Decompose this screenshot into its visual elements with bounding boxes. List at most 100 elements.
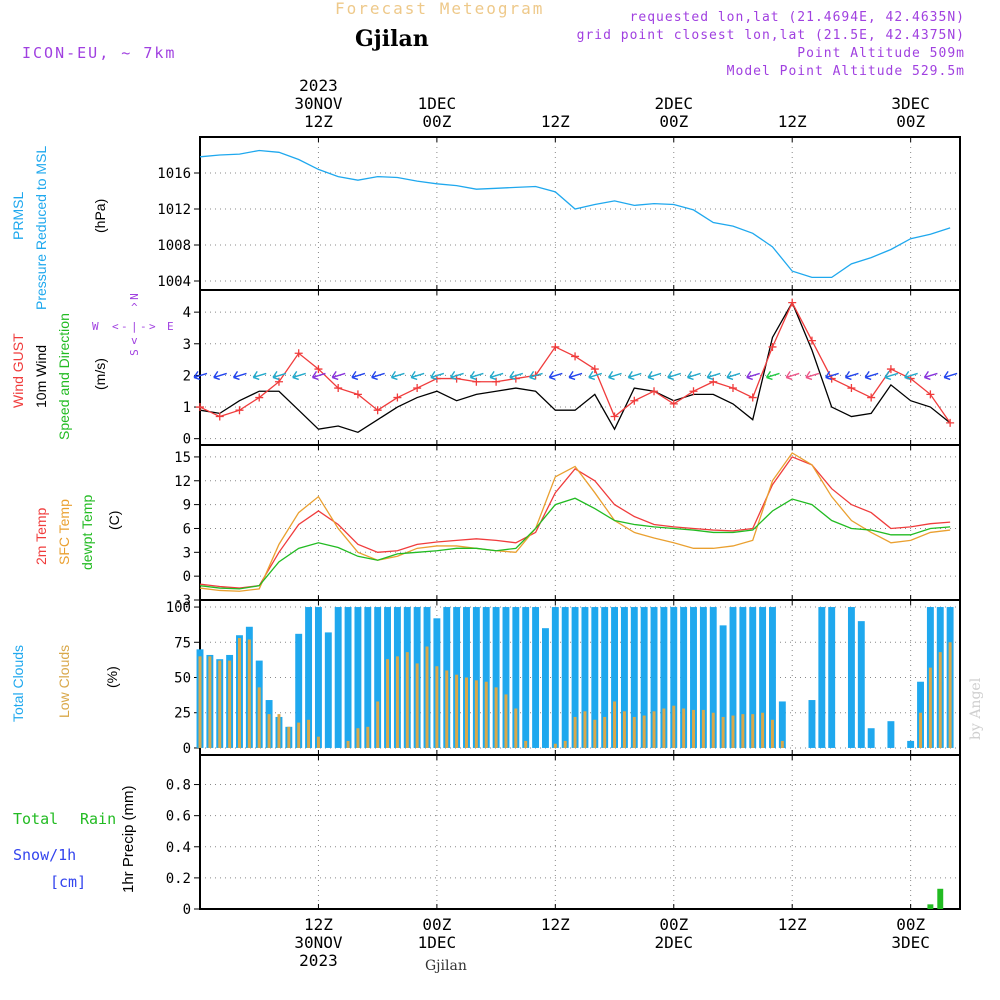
wind-direction-arrow <box>450 371 464 381</box>
wind-ytick-label: 1 <box>183 400 191 416</box>
total-cloud-bar <box>364 607 372 748</box>
wind-direction-arrow <box>252 371 267 381</box>
clouds-ytick-label: 75 <box>174 635 191 651</box>
wind-ytick-label: 3 <box>183 337 191 353</box>
wind-compass: W < - | - > E N ^ v S <box>90 290 180 360</box>
low-cloud-bar <box>682 708 686 748</box>
temperature-line-sfc-temp <box>199 452 951 592</box>
wind-direction-arrow <box>331 371 346 381</box>
clouds-total-label: Total Clouds <box>10 644 26 722</box>
low-cloud-bar <box>731 715 735 748</box>
compass-west: W <box>92 320 99 333</box>
top-time-label: 12Z <box>304 112 333 131</box>
wind-direction-arrow <box>884 371 899 381</box>
precip-ytick-label: 0.6 <box>166 809 191 825</box>
low-cloud-bar <box>435 666 439 748</box>
wind-10m-label: 10m Wind <box>33 344 49 408</box>
wind-ytick-label: 0 <box>183 432 191 448</box>
wind-gust-marker <box>413 384 422 393</box>
bottom-time-label: 1DEC <box>418 933 457 952</box>
temp-2m-label: 2m Temp <box>33 507 49 565</box>
low-cloud-bar <box>652 711 656 748</box>
wind-gust-marker <box>867 393 876 402</box>
low-cloud-bar <box>928 667 932 748</box>
low-cloud-bar <box>701 709 705 748</box>
total-cloud-bar <box>502 607 510 748</box>
low-cloud-bar <box>484 681 488 748</box>
low-cloud-bar <box>770 719 774 748</box>
low-cloud-bar <box>632 716 636 748</box>
wind-direction-arrow <box>825 371 839 381</box>
wind-direction-arrow <box>272 371 287 381</box>
low-cloud-bar <box>395 656 399 748</box>
model-altitude: Model Point Altitude 529.5m <box>726 64 965 79</box>
wind-gust-marker <box>551 342 560 351</box>
low-cloud-bar <box>218 660 222 748</box>
footer-location: Gjilan <box>425 958 467 974</box>
point-altitude: Point Altitude 509m <box>797 46 965 61</box>
pressure-unit: (hPa) <box>92 198 108 233</box>
precip-bar <box>937 888 944 909</box>
wind-direction-arrow <box>706 371 721 381</box>
low-cloud-bar <box>573 716 577 748</box>
compass-up-arrow: ^ <box>131 301 138 314</box>
wind-direction-arrow <box>607 371 622 381</box>
low-cloud-bar <box>208 656 212 748</box>
wind-direction-arrow <box>469 371 484 381</box>
low-cloud-bar <box>919 712 922 748</box>
bottom-time-label: 12Z <box>304 915 333 934</box>
total-cloud-bar <box>759 607 767 748</box>
wind-gust-marker <box>728 384 737 393</box>
clouds-ytick-label: 25 <box>174 706 191 722</box>
wind-direction-arrow <box>430 371 445 381</box>
low-cloud-bar <box>376 701 380 748</box>
wind-direction-arrow <box>232 371 247 381</box>
wind-line-wind-gust <box>199 301 951 424</box>
low-cloud-bar <box>238 638 241 748</box>
total-cloud-bar <box>620 607 628 748</box>
low-cloud-bar <box>613 701 617 748</box>
temperature-ytick-label: 6 <box>183 521 191 537</box>
wind-direction-arrow <box>529 371 543 381</box>
total-cloud-bar <box>354 607 362 748</box>
wind-direction-arrow <box>568 371 583 381</box>
low-cloud-bar <box>228 660 232 748</box>
wind-frame <box>199 289 961 446</box>
precip-snow-label: Snow/1h <box>13 846 77 864</box>
top-time-label: 30NOV <box>294 94 343 113</box>
wind-gust-marker <box>235 406 244 415</box>
total-cloud-bar <box>857 621 865 748</box>
wind-direction-arrow <box>904 371 918 381</box>
low-cloud-bar <box>474 680 478 748</box>
total-cloud-bar <box>818 607 826 748</box>
top-time-label: 00Z <box>896 112 925 131</box>
low-cloud-bar <box>662 708 666 748</box>
total-cloud-bar <box>532 607 540 748</box>
low-cloud-bar <box>593 719 597 748</box>
compass-east: E <box>167 320 174 333</box>
low-cloud-bar <box>316 736 320 748</box>
top-time-label: 12Z <box>778 112 807 131</box>
wind-direction-arrow <box>213 371 227 381</box>
temperature-ytick-label: 9 <box>183 498 191 514</box>
total-cloud-bar <box>295 633 303 748</box>
compass-dash-right: - <box>140 320 147 333</box>
bottom-time-label: 00Z <box>659 915 688 934</box>
wind-gust-marker <box>314 365 323 374</box>
clouds-unit: (%) <box>104 666 120 688</box>
low-cloud-bar <box>386 659 390 748</box>
pressure-ytick-label: 1008 <box>157 238 191 254</box>
low-cloud-bar <box>524 740 528 748</box>
total-cloud-bar <box>749 607 757 748</box>
low-cloud-bar <box>346 740 350 748</box>
total-cloud-bar <box>611 607 618 748</box>
total-cloud-bar <box>699 607 707 748</box>
wind-direction-arrow <box>588 371 603 381</box>
top-time-label: 00Z <box>659 112 688 131</box>
bottom-time-label: 00Z <box>422 915 451 934</box>
total-cloud-bar <box>601 607 609 748</box>
total-cloud-bar <box>778 701 786 748</box>
model-name: ICON-EU, ~ 7km <box>22 44 177 62</box>
total-cloud-bar <box>542 628 549 748</box>
precip-ytick-label: 0 <box>183 902 191 918</box>
